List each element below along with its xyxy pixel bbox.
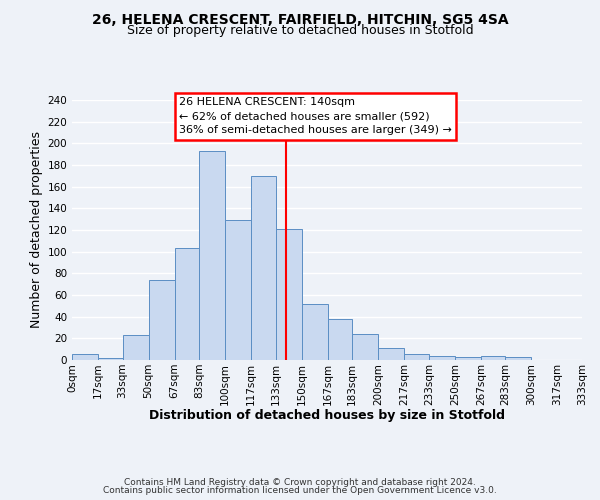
Text: 26, HELENA CRESCENT, FAIRFIELD, HITCHIN, SG5 4SA: 26, HELENA CRESCENT, FAIRFIELD, HITCHIN,…	[92, 12, 508, 26]
Bar	[404, 354, 429, 360]
Bar	[149, 280, 175, 360]
Bar	[122, 335, 149, 360]
Bar	[481, 356, 505, 360]
Bar	[429, 356, 455, 360]
Text: Size of property relative to detached houses in Stotfold: Size of property relative to detached ho…	[127, 24, 473, 37]
Bar	[302, 304, 328, 360]
Bar	[225, 220, 251, 360]
Bar	[505, 357, 532, 360]
Text: Contains HM Land Registry data © Crown copyright and database right 2024.: Contains HM Land Registry data © Crown c…	[124, 478, 476, 487]
Bar	[275, 229, 302, 360]
Text: 26 HELENA CRESCENT: 140sqm
← 62% of detached houses are smaller (592)
36% of sem: 26 HELENA CRESCENT: 140sqm ← 62% of deta…	[179, 98, 452, 136]
Bar	[352, 334, 379, 360]
Bar	[199, 151, 225, 360]
Text: Contains public sector information licensed under the Open Government Licence v3: Contains public sector information licen…	[103, 486, 497, 495]
X-axis label: Distribution of detached houses by size in Stotfold: Distribution of detached houses by size …	[149, 409, 505, 422]
Bar	[251, 176, 275, 360]
Bar	[328, 319, 352, 360]
Bar	[72, 354, 98, 360]
Bar	[455, 357, 481, 360]
Bar	[379, 348, 404, 360]
Bar	[175, 248, 199, 360]
Y-axis label: Number of detached properties: Number of detached properties	[30, 132, 43, 328]
Bar	[98, 358, 122, 360]
